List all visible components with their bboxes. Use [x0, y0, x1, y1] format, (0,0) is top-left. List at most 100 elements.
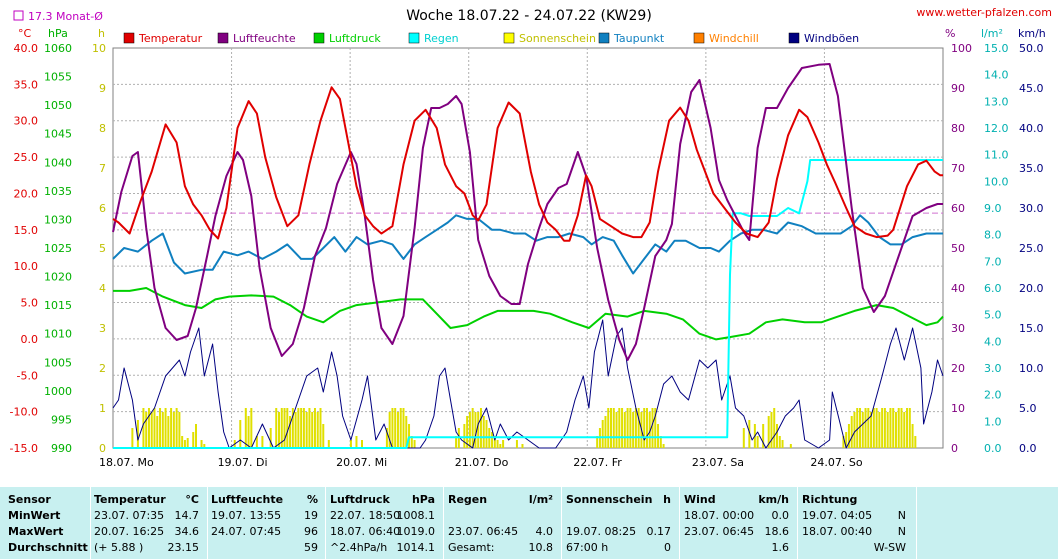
- stats-humidity-col: Luftfeuchte % 19.07. 13:55 19 24.07. 07:…: [208, 487, 325, 559]
- chart-title: Woche 18.07.22 - 24.07.22 (KW29): [406, 8, 652, 24]
- sunshine-bar: [468, 412, 471, 448]
- hum-tick: 40: [951, 282, 965, 295]
- sunshine-bar: [853, 412, 856, 448]
- sunshine-bar: [313, 408, 316, 448]
- wind-tick: 45.0: [1019, 82, 1044, 95]
- sunshine-bar: [145, 412, 148, 448]
- sunshine-bar: [883, 408, 886, 448]
- sun-tick: 4: [99, 282, 106, 295]
- sunshine-bar: [471, 408, 474, 448]
- stats-wind-col: Wind km/h 18.07. 00:00 0.0 23.07. 06:45 …: [680, 487, 797, 559]
- stats-wind-avg: 1.6: [771, 541, 790, 554]
- sunshine-bar: [159, 408, 162, 448]
- hum-tick: 100: [951, 42, 972, 55]
- sunshine-bar: [870, 412, 873, 448]
- sunshine-bar: [645, 408, 648, 448]
- rain-tick: 13.0: [984, 95, 1009, 108]
- temp-unit: °C: [18, 27, 32, 40]
- sunshine-bar: [399, 408, 402, 448]
- press-tick: 1015: [44, 299, 72, 312]
- sunshine-bar: [657, 424, 660, 448]
- sunshine-bar: [493, 436, 496, 448]
- sunshine-bar: [482, 416, 485, 448]
- press-tick: 1020: [44, 271, 72, 284]
- sunshine-bar: [385, 428, 388, 448]
- monthly-average-label: 17.3 Monat-Ø: [28, 10, 103, 23]
- sunshine-bar: [776, 424, 778, 448]
- rain-tick: 15.0: [984, 42, 1009, 55]
- sunshine-bar: [496, 440, 499, 448]
- site-link[interactable]: www.wetter-pfalzen.com: [916, 6, 1052, 19]
- stats-wind-max: 18.6: [764, 525, 790, 538]
- temp-tick: 40.0: [14, 42, 39, 55]
- sunshine-bar: [886, 412, 889, 448]
- sunshine-bar: [778, 436, 781, 448]
- stats-temperature-unit: °C: [185, 493, 199, 506]
- wind-unit: km/h: [1018, 27, 1046, 40]
- sunshine-bar: [474, 412, 477, 448]
- hum-tick: 0: [951, 442, 958, 455]
- sun-tick: 1: [99, 402, 106, 415]
- sunshine-bar: [864, 408, 867, 448]
- sunshine-bar: [596, 436, 599, 448]
- statistics-table: Sensor MinWert MaxWert Durchschnitt Temp…: [0, 487, 1058, 559]
- sunshine-bar: [911, 424, 914, 448]
- hum-tick: 30: [951, 322, 965, 335]
- stats-humidity-title: Luftfeuchte: [211, 493, 284, 506]
- sunshine-bar: [413, 440, 416, 448]
- sunshine-bar: [402, 408, 405, 448]
- rain-unit: l/m²: [981, 27, 1003, 40]
- press-tick: 1035: [44, 185, 72, 198]
- day-tick: 24.07. So: [810, 456, 862, 469]
- sunshine-bar: [192, 432, 195, 448]
- press-tick: 1040: [44, 156, 72, 169]
- hum-tick: 80: [951, 122, 965, 135]
- sun-tick: 9: [99, 82, 106, 95]
- sunshine-bar: [889, 408, 892, 448]
- temp-tick: 30.0: [14, 115, 39, 128]
- stats-temperature-max-time: 20.07. 16:25: [94, 525, 165, 538]
- temp-tick: 10.0: [14, 260, 39, 273]
- sunshine-bar: [408, 424, 411, 448]
- sunshine-bar: [859, 408, 861, 448]
- sunshine-bar: [410, 436, 413, 448]
- sun-tick: 3: [99, 322, 106, 335]
- sunshine-bar: [632, 412, 635, 448]
- stats-wind-min: 0.0: [771, 509, 790, 522]
- wind-tick: 50.0: [1019, 42, 1044, 55]
- temp-tick: -5.0: [17, 369, 38, 382]
- stats-direction-min: N: [897, 509, 906, 522]
- legend-swatch: [693, 32, 705, 44]
- sunshine-bar: [618, 408, 621, 448]
- sunshine-bar: [789, 444, 792, 448]
- stats-temperature-col: Temperatur °C 23.07. 07:35 14.7 20.07. 1…: [91, 487, 207, 559]
- wind-tick: 0.0: [1019, 442, 1037, 455]
- wind-tick: 40.0: [1019, 122, 1044, 135]
- sunshine-bar: [892, 408, 895, 448]
- sunshine-bar: [250, 408, 253, 448]
- stats-pressure-title: Luftdruck: [330, 493, 390, 506]
- sunshine-bar: [294, 412, 297, 448]
- sunshine-bars: [131, 408, 917, 448]
- temp-tick: -15.0: [10, 442, 38, 455]
- stats-direction-avg: W-SW: [873, 541, 906, 554]
- sunshine-bar: [515, 440, 518, 448]
- press-tick: 1030: [44, 213, 72, 226]
- legend-swatch: [503, 32, 515, 44]
- sunshine-bar: [479, 408, 482, 448]
- sunshine-bar: [643, 408, 646, 448]
- sunshine-bar: [178, 412, 181, 448]
- day-tick: 18.07. Mo: [99, 456, 154, 469]
- day-tick: 23.07. Sa: [692, 456, 744, 469]
- legend-label: Luftdruck: [329, 32, 381, 45]
- sunshine-bar: [615, 412, 618, 448]
- sunshine-bar: [355, 436, 358, 448]
- press-tick: 1025: [44, 242, 72, 255]
- stats-temperature-trend: (+ 5.88 ): [94, 541, 144, 554]
- sunshine-bar: [914, 436, 917, 448]
- wind-tick: 5.0: [1019, 402, 1037, 415]
- day-tick: 21.07. Do: [455, 456, 509, 469]
- series-temperatur: [112, 86, 943, 242]
- rain-tick: 2.0: [984, 389, 1002, 402]
- sunshine-bar: [181, 436, 184, 448]
